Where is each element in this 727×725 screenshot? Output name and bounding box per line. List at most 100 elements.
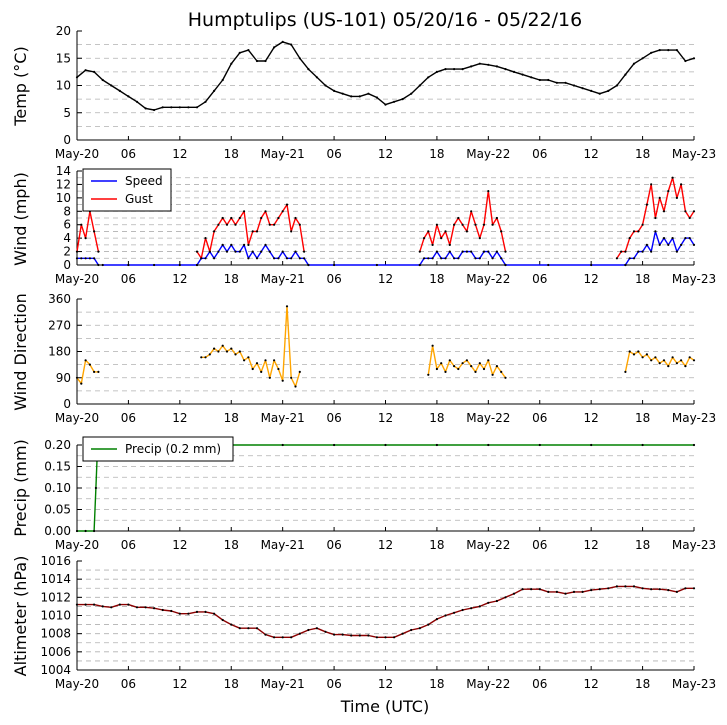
data-point xyxy=(624,585,627,588)
data-point xyxy=(238,250,241,253)
series-line-gust xyxy=(76,210,100,252)
y-tick-label: 180 xyxy=(48,345,71,359)
data-point xyxy=(440,257,443,260)
data-point xyxy=(504,376,507,379)
data-point xyxy=(465,230,468,233)
data-point xyxy=(375,263,378,267)
data-point xyxy=(243,359,246,362)
data-point xyxy=(230,62,233,65)
data-point xyxy=(84,529,87,533)
data-point xyxy=(221,618,224,622)
data-point xyxy=(645,203,649,206)
data-point xyxy=(217,223,220,226)
data-point xyxy=(504,250,507,253)
data-point xyxy=(80,223,83,226)
data-point xyxy=(127,95,130,98)
data-point xyxy=(80,382,83,385)
data-point xyxy=(290,43,293,46)
data-point xyxy=(615,257,619,260)
data-point xyxy=(230,623,233,626)
data-point xyxy=(84,257,87,260)
data-point xyxy=(178,106,181,109)
data-point xyxy=(654,356,657,359)
data-point xyxy=(684,587,687,590)
data-point xyxy=(401,98,404,101)
data-point xyxy=(650,359,653,362)
data-point xyxy=(448,359,451,362)
data-point xyxy=(590,263,593,267)
data-point xyxy=(84,603,87,606)
data-point xyxy=(350,634,353,637)
data-point xyxy=(590,443,593,447)
data-point xyxy=(84,237,87,240)
data-point xyxy=(187,106,190,109)
data-point xyxy=(692,210,696,213)
data-point xyxy=(572,590,576,594)
data-point xyxy=(547,78,550,82)
data-point xyxy=(418,250,421,253)
data-point xyxy=(418,263,421,267)
data-point xyxy=(268,376,271,379)
data-point xyxy=(482,250,486,253)
data-point xyxy=(632,353,636,356)
data-point xyxy=(431,257,434,260)
y-tick-label: 0.20 xyxy=(44,438,71,452)
x-tick-label: 12 xyxy=(378,272,393,286)
data-point xyxy=(161,106,164,109)
data-point xyxy=(465,359,468,362)
data-point xyxy=(298,223,301,226)
data-point xyxy=(478,257,481,260)
data-point xyxy=(243,210,246,213)
data-point xyxy=(491,373,494,376)
series-line-gust xyxy=(196,203,305,259)
data-point xyxy=(170,106,173,109)
legend-label: Speed xyxy=(125,174,163,188)
data-point xyxy=(495,65,498,68)
data-point xyxy=(624,250,627,253)
data-point xyxy=(590,589,593,592)
panel-wind_direction: 0 90 180 270 360 May-20 06 12 18 May-21 06 12 18 May-… xyxy=(11,292,716,425)
data-point xyxy=(658,196,661,199)
x-tick-label: May-21 xyxy=(261,411,305,425)
data-point xyxy=(195,106,199,109)
data-point xyxy=(671,176,674,179)
data-point xyxy=(410,92,413,95)
data-point xyxy=(675,196,679,199)
panel-altimeter: 1004 1006 1008 1010 1012 1014 1016 May-20 06 12 18… xyxy=(11,554,716,691)
data-point xyxy=(427,230,430,233)
data-point xyxy=(101,78,104,82)
data-point xyxy=(213,89,216,92)
data-point xyxy=(384,636,387,639)
data-point xyxy=(662,237,666,240)
data-point xyxy=(358,95,361,98)
x-tick-label: 06 xyxy=(121,147,136,161)
data-point xyxy=(680,183,683,186)
data-point xyxy=(127,263,130,267)
y-tick-label: 90 xyxy=(56,371,71,385)
data-point xyxy=(255,230,259,233)
data-point xyxy=(93,529,96,533)
data-point xyxy=(315,76,318,79)
y-tick-label: 1008 xyxy=(40,627,71,641)
y-tick-label: 1014 xyxy=(40,572,71,586)
data-point xyxy=(427,373,430,376)
data-point xyxy=(470,607,473,610)
legend: Precip (0.2 mm) xyxy=(82,436,234,462)
data-point xyxy=(144,107,147,110)
data-point xyxy=(307,628,310,632)
data-point xyxy=(491,257,494,260)
data-point xyxy=(461,608,464,612)
data-point xyxy=(628,237,631,240)
data-point xyxy=(440,362,443,365)
data-point xyxy=(153,607,156,610)
data-point xyxy=(221,344,224,347)
data-point xyxy=(264,59,267,63)
data-point xyxy=(470,250,473,253)
data-point xyxy=(247,257,250,260)
data-point xyxy=(504,68,507,71)
data-point xyxy=(273,46,276,49)
legend-label: Gust xyxy=(125,192,153,206)
data-point xyxy=(684,59,687,63)
data-point xyxy=(213,230,216,233)
